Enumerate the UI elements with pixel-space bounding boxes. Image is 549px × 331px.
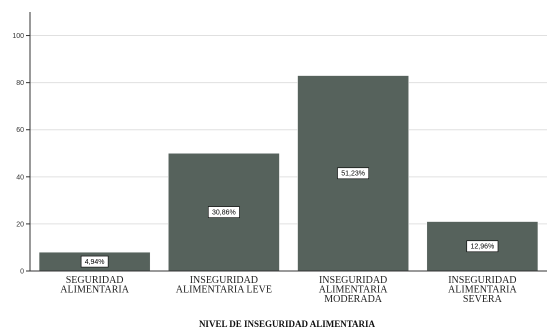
x-axis-title: NIVEL DE INSEGURIDAD ALIMENTARIA: [199, 319, 376, 329]
y-tick-label: 40: [16, 174, 24, 181]
y-tick-label: 100: [12, 33, 24, 40]
data-label-box: [80, 255, 109, 268]
data-label: 51,23%: [341, 171, 365, 178]
x-tick-label: INSEGURIDAD: [319, 275, 387, 286]
axes: [26, 12, 547, 272]
data-label: 30,86%: [212, 209, 236, 216]
y-tick-label: 60: [16, 127, 24, 134]
x-tick-label: MODERADA: [324, 294, 383, 305]
y-tick-label: 80: [16, 80, 24, 87]
x-tick-label: ALIMENTARIA: [448, 285, 517, 296]
y-tick-label: 0: [20, 269, 24, 276]
x-tick-label: SEVERA: [463, 294, 503, 305]
data-label-box: [337, 167, 370, 180]
data-label: 4,94%: [85, 259, 105, 266]
x-tick-label: ALIMENTARIA LEVE: [176, 285, 272, 296]
gridlines: [30, 35, 547, 225]
x-tick-label: ALIMENTARIA: [60, 285, 129, 296]
bars: [38, 75, 539, 272]
data-label: 12,96%: [471, 244, 495, 251]
x-tick-label: ALIMENTARIA: [319, 285, 388, 296]
y-tick-label: 20: [16, 221, 24, 228]
labels: 0204060801004,94%SEGURIDADALIMENTARIA30,…: [12, 33, 517, 305]
data-label-box: [207, 206, 240, 218]
x-tick-label: INSEGURIDAD: [448, 275, 516, 286]
x-tick-label: INSEGURIDAD: [190, 275, 258, 286]
data-label-box: [466, 240, 499, 253]
x-tick-label: SEGURIDAD: [66, 275, 124, 286]
